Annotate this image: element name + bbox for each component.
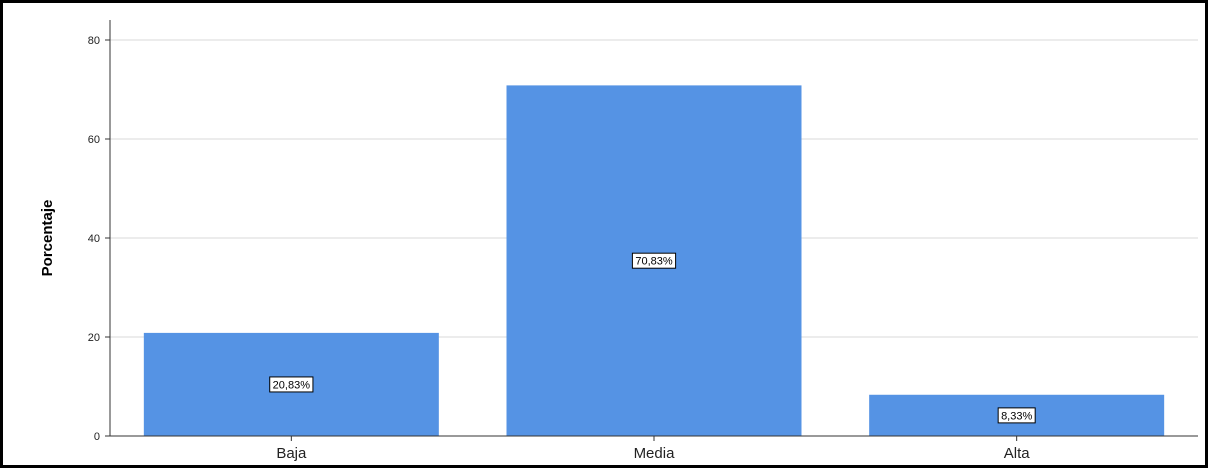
x-tick-labels: Baja Media Alta <box>276 436 1030 462</box>
data-label-text: 20,83% <box>273 379 311 391</box>
y-tick-label: 20 <box>88 332 100 344</box>
data-label: 70,83% <box>631 252 677 269</box>
y-tick-label: 80 <box>88 35 100 47</box>
data-labels: 20,83% 70,83% 8,33% <box>269 252 1036 424</box>
data-label: 20,83% <box>269 376 314 393</box>
x-tick-label: Media <box>634 445 676 462</box>
data-label-box <box>269 376 314 393</box>
data-label-box <box>997 407 1036 424</box>
y-axis-label: Porcentaje <box>39 200 56 277</box>
data-label-box <box>631 252 677 269</box>
y-tick-label: 40 <box>88 233 100 245</box>
data-label-text: 70,83% <box>635 256 673 268</box>
y-tick-label: 60 <box>88 134 100 146</box>
data-label: 8,33% <box>997 407 1036 424</box>
y-tick-labels: 0 20 40 60 80 <box>88 35 110 443</box>
data-label-text: 8,33% <box>1001 410 1032 422</box>
x-tick-label: Alta <box>1004 445 1031 462</box>
y-tick-label: 0 <box>94 431 100 443</box>
x-tick-label: Baja <box>276 445 307 462</box>
